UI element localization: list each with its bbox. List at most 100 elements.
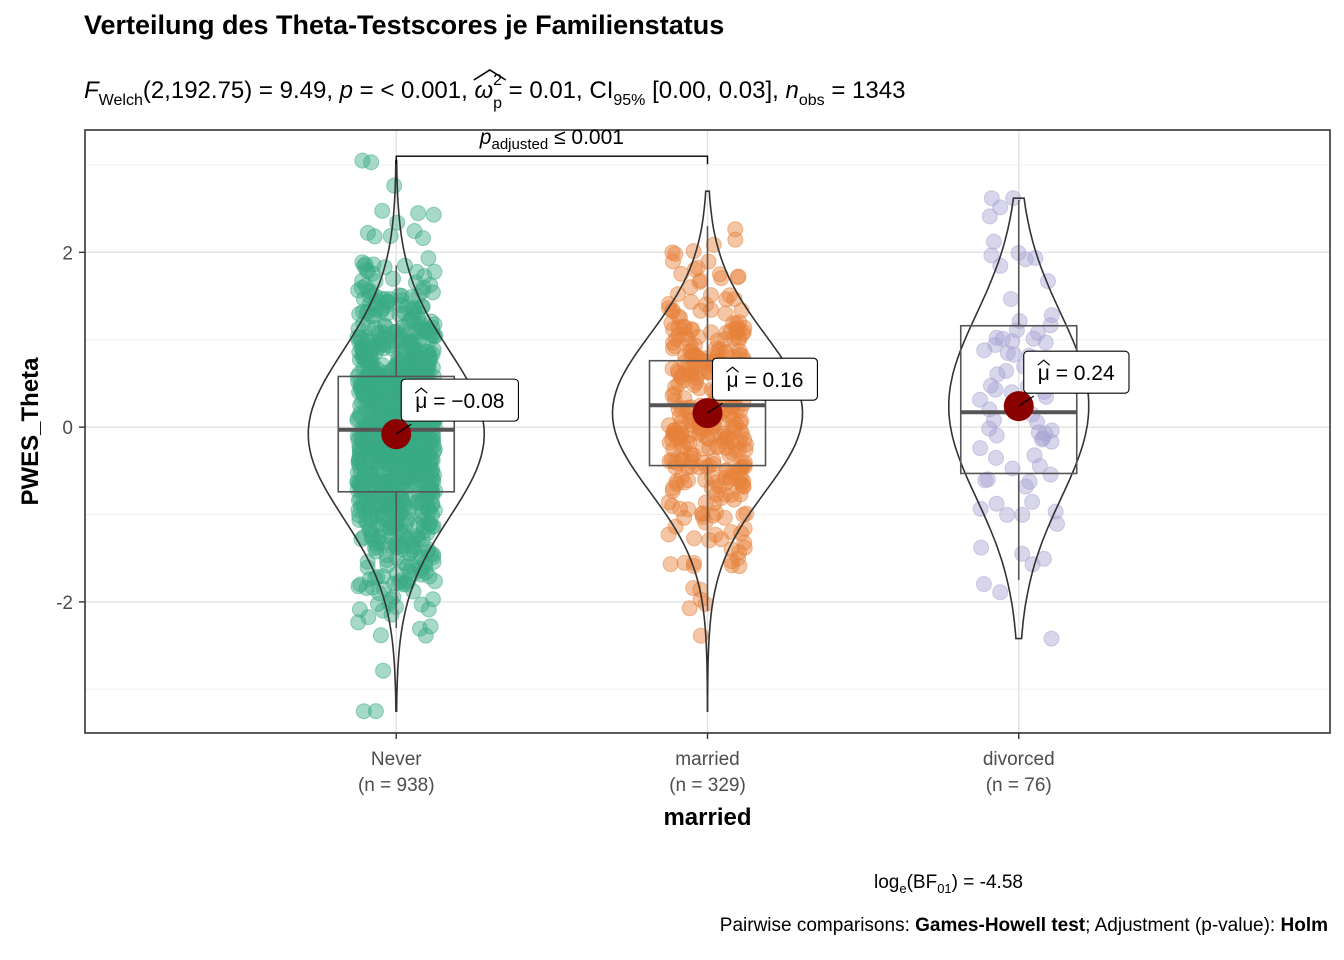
data-point xyxy=(372,627,389,644)
data-point xyxy=(723,433,740,450)
mean-label-text: μ = 0.16 xyxy=(727,369,804,392)
data-point xyxy=(400,314,417,331)
data-point xyxy=(393,461,410,478)
data-point xyxy=(981,420,998,437)
data-point xyxy=(407,341,424,358)
violin-outline xyxy=(948,197,1090,640)
data-point xyxy=(1017,478,1034,495)
mean-label-hat xyxy=(1037,359,1051,366)
data-point xyxy=(1037,425,1054,442)
data-point xyxy=(981,208,998,225)
data-point xyxy=(680,501,696,518)
data-point xyxy=(707,340,724,357)
data-point xyxy=(357,277,374,294)
data-point xyxy=(673,265,690,282)
data-point xyxy=(725,315,742,332)
data-point xyxy=(679,434,696,451)
mean-label-hat xyxy=(414,387,428,394)
data-point xyxy=(359,224,376,241)
data-point xyxy=(688,374,705,391)
violin-outline xyxy=(611,190,804,712)
data-point xyxy=(425,443,442,460)
data-point xyxy=(413,320,430,337)
data-point xyxy=(425,206,442,223)
data-point xyxy=(422,618,439,635)
data-point xyxy=(1043,307,1060,324)
data-point xyxy=(690,426,707,442)
data-point xyxy=(692,272,709,289)
data-point xyxy=(387,452,404,469)
data-point xyxy=(677,348,694,365)
data-point xyxy=(352,408,369,425)
data-point xyxy=(360,609,377,626)
data-point xyxy=(972,391,988,408)
data-point xyxy=(366,441,383,458)
data-point xyxy=(682,366,699,383)
y-tick-label: -2 xyxy=(56,593,73,614)
data-point xyxy=(680,472,696,489)
data-point xyxy=(352,447,369,464)
data-point xyxy=(404,288,421,305)
data-point xyxy=(355,703,372,720)
data-point xyxy=(690,459,707,476)
omega-hat-mark xyxy=(473,69,507,81)
data-point xyxy=(358,261,375,278)
data-point xyxy=(669,455,685,471)
data-point xyxy=(727,231,744,248)
data-point xyxy=(410,351,427,368)
x-tick-count: (n = 938) xyxy=(358,775,435,796)
data-point xyxy=(382,377,399,394)
data-point xyxy=(395,576,412,593)
data-point xyxy=(401,311,418,328)
data-point xyxy=(369,506,386,523)
data-point xyxy=(402,464,419,481)
data-point xyxy=(664,497,681,514)
data-point xyxy=(422,453,439,470)
data-point xyxy=(400,529,417,546)
mean-label-leader xyxy=(707,402,723,414)
data-point xyxy=(394,292,410,309)
data-point xyxy=(972,440,989,457)
data-point xyxy=(692,627,709,644)
data-point xyxy=(397,257,413,274)
data-point xyxy=(731,558,748,575)
data-point xyxy=(731,544,748,561)
data-point xyxy=(410,205,427,222)
chart-subtitle: FWelch(2,192.75) = 9.49, p = < 0.001, ω2… xyxy=(84,69,905,112)
data-point xyxy=(390,350,407,367)
data-point xyxy=(426,263,443,280)
data-point xyxy=(385,270,401,287)
mean-label: μ = 0.16 xyxy=(711,357,818,401)
data-point xyxy=(709,439,726,456)
mean-label-box xyxy=(400,378,519,422)
data-point xyxy=(666,338,683,355)
data-point xyxy=(367,703,384,720)
data-point xyxy=(1029,414,1046,431)
data-point xyxy=(983,247,1000,264)
data-point xyxy=(725,330,742,347)
data-point xyxy=(377,454,394,471)
data-point xyxy=(985,233,1002,250)
y-tick-label: 0 xyxy=(62,418,73,439)
data-point xyxy=(999,506,1016,523)
data-point xyxy=(374,202,391,219)
plot-area: μ = −0.08 μ = 0.16 μ = 0.24 -2 0 2 Never (n = 9… xyxy=(17,126,1331,831)
data-point xyxy=(369,448,385,464)
data-point xyxy=(427,573,443,590)
data-point xyxy=(351,365,368,382)
data-point xyxy=(992,584,1009,601)
data-point xyxy=(364,378,381,395)
data-point xyxy=(357,256,374,273)
mean-label-box xyxy=(1023,350,1130,394)
data-point xyxy=(1004,333,1021,350)
mean-label-text: μ = −0.08 xyxy=(415,390,504,413)
mean-label: μ = 0.24 xyxy=(1023,350,1130,394)
mean-label: μ = −0.08 xyxy=(400,378,519,422)
data-point xyxy=(975,576,992,593)
data-point xyxy=(1011,313,1028,330)
data-point xyxy=(726,491,742,508)
svg-text:FWelch(2,192.75) = 9.49, p = <: FWelch(2,192.75) = 9.49, p = < 0.001, ω2… xyxy=(84,72,905,112)
data-point xyxy=(399,514,416,530)
y-axis-title: PWES_Theta xyxy=(17,357,44,506)
data-point xyxy=(683,322,700,338)
